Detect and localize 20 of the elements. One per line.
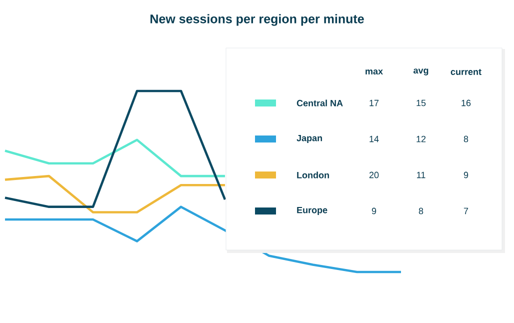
annotation: 14: [370, 136, 379, 142]
legend-label: London: [297, 172, 329, 178]
legend-label: Japan: [296, 134, 322, 144]
legend-label: Central NA: [296, 100, 343, 106]
annotation: 16: [462, 100, 471, 106]
text: current: [450, 69, 482, 75]
annotation: 15: [416, 100, 426, 106]
annotation: 20: [369, 172, 379, 178]
annotation: 7: [464, 208, 468, 214]
annotation: 11: [417, 172, 426, 178]
annotation: 12: [416, 136, 426, 142]
annotation: 9: [372, 208, 376, 214]
text: max: [366, 70, 383, 74]
annotation: 8: [464, 136, 468, 142]
chart-title: New sessions per region per minute: [150, 14, 364, 26]
annotation: 17: [370, 100, 379, 106]
text: avg: [414, 68, 428, 76]
annotation: 9: [464, 172, 468, 178]
legend-label: Europe: [297, 206, 328, 216]
annotation: 8: [418, 208, 424, 214]
